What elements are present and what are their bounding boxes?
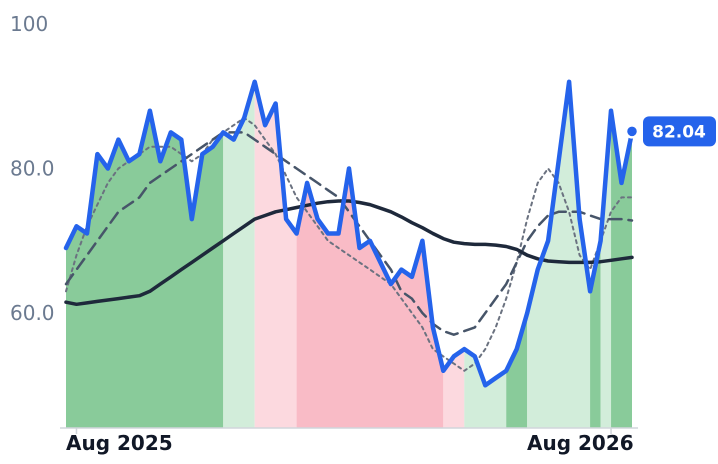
y-tick-label: 60.0 (10, 301, 55, 325)
trend-region-bull_weak (600, 110, 612, 428)
trend-region-bull_strong (590, 240, 601, 428)
long-ma-line (64, 199, 634, 307)
x-tick-label: Aug 2025 (66, 431, 173, 455)
price-line (63, 79, 635, 388)
short-ma-line (65, 116, 633, 372)
y-tick-label: 80.0 (10, 157, 55, 181)
area-above-price-mask (66, 0, 632, 386)
trend-region-bull_strong (611, 110, 632, 428)
last-point-dot (624, 124, 640, 139)
price-area-fill (66, 0, 632, 386)
last-value-badge (643, 116, 716, 147)
last-value-marker: 82.04 (624, 116, 716, 147)
x-tick-label: Aug 2026 (527, 431, 634, 455)
y-tick-label: 100 (10, 12, 48, 36)
series-lines (63, 79, 635, 388)
x-axis-ticks: Aug 2025 Aug 2026 (66, 428, 634, 455)
trend-region-bear_weak (443, 349, 465, 428)
mid-ma-line (64, 131, 634, 336)
y-axis-ticks: 100 80.0 60.0 (10, 12, 55, 325)
last-value-label: 82.04 (652, 122, 706, 142)
trend-region-bull_weak (223, 81, 255, 429)
